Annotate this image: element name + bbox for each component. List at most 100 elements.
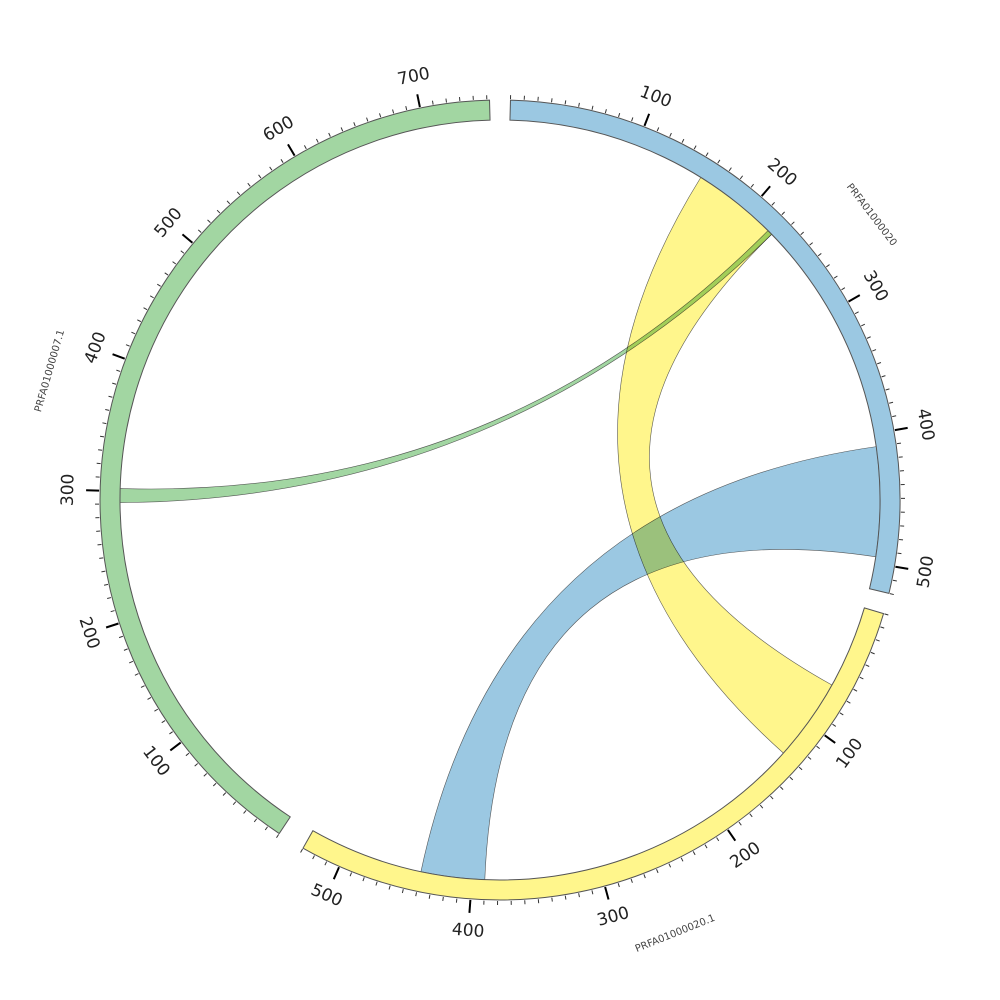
tick-minor-yellow-60 [853, 688, 858, 692]
tick-minor-green-10 [264, 826, 268, 831]
tick-minor-blue-220 [781, 211, 785, 216]
tick-minor-yellow-180 [749, 813, 753, 818]
tick-minor-green-440 [143, 307, 148, 311]
tick-minor-blue-150 [705, 152, 709, 157]
tick-minor-blue-90 [631, 117, 634, 122]
segment-green [99, 99, 491, 835]
tick-major-yellow-400 [468, 899, 472, 913]
tick-major-yellow-100 [824, 734, 836, 744]
tick-minor-blue-320 [861, 323, 866, 327]
tick-minor-yellow-130 [798, 766, 803, 771]
tick-major-green-700 [416, 94, 421, 108]
tick-major-blue-400 [894, 426, 908, 432]
tick-minor-blue-210 [771, 201, 775, 206]
tick-minor-green-370 [108, 395, 113, 398]
tick-major-green-200 [105, 622, 119, 629]
tick-minor-blue-30 [551, 98, 553, 103]
tick-minor-blue-340 [872, 349, 877, 352]
tick-minor-blue-260 [817, 253, 822, 257]
tick-label-yellow-400: 400 [451, 920, 485, 942]
tick-minor-yellow-20 [875, 639, 880, 642]
tick-minor-green-710 [431, 100, 434, 105]
tick-major-green-400 [112, 353, 126, 360]
tick-minor-green-720 [445, 98, 447, 103]
tick-minor-blue-490 [897, 552, 902, 555]
tick-minor-yellow-320 [578, 893, 580, 898]
tick-minor-yellow-530 [300, 848, 303, 853]
tick-minor-yellow-30 [870, 651, 875, 655]
tick-minor-yellow-290 [617, 883, 620, 888]
tick-minor-blue-170 [728, 167, 732, 172]
tick-label-blue-400: 400 [913, 407, 938, 442]
tick-minor-yellow-210 [716, 837, 720, 842]
tick-minor-green-110 [169, 731, 173, 735]
tick-minor-green-360 [105, 408, 110, 411]
tick-minor-yellow-10 [880, 626, 885, 629]
segment-blue [509, 99, 901, 594]
tick-minor-green-530 [216, 209, 221, 214]
tick-minor-green-630 [328, 132, 331, 137]
tick-label-green-200: 200 [74, 615, 103, 652]
tick-minor-green-580 [269, 166, 273, 171]
tick-label-green-400: 400 [81, 329, 111, 366]
tick-minor-green-640 [340, 127, 344, 132]
tick-minor-yellow-50 [859, 676, 864, 680]
tick-minor-blue-510 [892, 579, 897, 582]
tick-minor-green-90 [185, 752, 190, 757]
tick-major-green-600 [287, 143, 296, 157]
tick-minor-green-510 [197, 229, 202, 233]
tick-minor-blue-350 [877, 362, 882, 365]
tick-minor-blue-80 [618, 112, 621, 118]
tick-minor-green-680 [392, 109, 395, 114]
tick-minor-yellow-490 [349, 872, 353, 877]
tick-major-blue-200 [760, 185, 771, 197]
tick-minor-yellow-110 [816, 745, 820, 750]
tick-label-blue-300: 300 [859, 267, 892, 305]
tick-major-blue-100 [643, 113, 651, 127]
tick-minor-blue-60 [591, 105, 594, 110]
tick-minor-yellow-430 [428, 894, 431, 899]
tick-minor-blue-520 [889, 593, 894, 596]
tick-minor-green-610 [303, 145, 307, 150]
tick-minor-blue-250 [809, 242, 813, 246]
tick-label-yellow-500: 500 [308, 880, 346, 911]
tick-minor-green-490 [180, 250, 185, 254]
tick-label-green-100: 100 [138, 742, 174, 780]
tick-minor-green-180 [123, 648, 128, 651]
tick-major-blue-300 [847, 294, 861, 303]
tick-minor-yellow-40 [865, 664, 870, 667]
tick-minor-yellow-170 [759, 804, 764, 809]
tick-minor-green-480 [172, 261, 177, 265]
tick-minor-blue-70 [604, 109, 607, 114]
tick-minor-green-350 [102, 422, 107, 425]
tick-minor-green-590 [280, 159, 284, 163]
segment-label-green: PRFA01000007.1 [33, 329, 67, 414]
tick-minor-yellow-0 [884, 613, 889, 616]
tick-minor-yellow-280 [630, 878, 633, 883]
tick-minor-blue-290 [841, 287, 846, 291]
tick-label-green-600: 600 [260, 112, 298, 146]
tick-minor-green-460 [157, 283, 161, 287]
tick-minor-green-520 [207, 219, 211, 223]
tick-minor-yellow-140 [789, 776, 794, 781]
tick-minor-green-550 [236, 191, 241, 196]
tick-minor-green-210 [110, 610, 115, 613]
tick-minor-green-190 [118, 635, 124, 639]
tick-major-yellow-200 [727, 829, 737, 842]
tick-minor-green-240 [101, 570, 106, 573]
tick-minor-green-220 [107, 597, 112, 600]
tick-minor-green-130 [154, 708, 159, 712]
tick-minor-yellow-330 [564, 895, 567, 900]
tick-minor-yellow-470 [375, 881, 378, 886]
tick-label-blue-100: 100 [637, 82, 674, 112]
tick-major-green-100 [169, 741, 182, 752]
tick-minor-blue-130 [681, 138, 685, 143]
tick-minor-blue-280 [833, 275, 838, 279]
tick-minor-yellow-250 [668, 863, 672, 868]
tick-minor-green-120 [161, 720, 166, 724]
tick-minor-green-570 [258, 174, 262, 179]
tick-minor-blue-390 [892, 415, 897, 418]
tick-minor-yellow-450 [401, 889, 404, 894]
tick-minor-blue-120 [669, 132, 672, 137]
tick-minor-blue-50 [578, 102, 580, 107]
